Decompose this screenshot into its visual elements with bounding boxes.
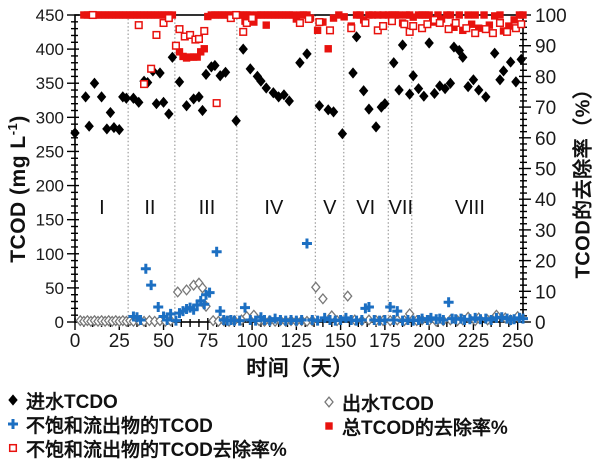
phase-label-IV: IV — [264, 197, 284, 219]
svg-text:40: 40 — [535, 190, 556, 211]
svg-text:200: 200 — [36, 177, 64, 196]
svg-text:20: 20 — [535, 252, 556, 273]
svg-text:70: 70 — [535, 98, 556, 119]
svg-text:175: 175 — [369, 331, 401, 352]
svg-text:50: 50 — [45, 279, 64, 298]
red-filled-square-icon — [325, 422, 333, 430]
svg-text:50: 50 — [153, 331, 174, 352]
legend-label: 进水TCDO — [26, 391, 118, 413]
svg-text:0: 0 — [70, 331, 81, 352]
svg-text:200: 200 — [413, 331, 445, 352]
legend-label: 不饱和流出物的TCOD去除率% — [26, 439, 287, 461]
legend-label: 总TCOD的去除率% — [342, 417, 508, 439]
legend-item-influent-tcod: 进水TCDO — [6, 388, 118, 413]
svg-text:100: 100 — [236, 331, 268, 352]
svg-text:80: 80 — [535, 67, 556, 88]
svg-text:225: 225 — [458, 331, 490, 352]
svg-text:300: 300 — [36, 108, 64, 127]
series-unsat-tcod-removal — [88, 10, 526, 108]
series-unsat-effluent-tcod — [128, 238, 528, 326]
svg-text:30: 30 — [535, 221, 556, 242]
svg-text:250: 250 — [502, 331, 534, 352]
phase-label-VI: VI — [356, 197, 375, 219]
phase-label-III: III — [199, 197, 216, 219]
svg-text:90: 90 — [535, 37, 556, 58]
series-influent-tcod — [70, 31, 526, 140]
phase-label-I: I — [99, 197, 105, 219]
phase-label-II: II — [144, 197, 155, 219]
svg-text:350: 350 — [36, 74, 64, 93]
svg-text:125: 125 — [280, 331, 312, 352]
svg-text:25: 25 — [109, 331, 130, 352]
svg-text:0: 0 — [535, 313, 546, 334]
legend-label: 不饱和流出物的TCOD — [26, 415, 213, 437]
svg-text:0: 0 — [55, 313, 64, 332]
svg-text:10: 10 — [535, 282, 556, 303]
legend-item-total-tcod-removal: 总TCOD的去除率% — [322, 414, 508, 439]
legend-label: 出水TCOD — [342, 393, 434, 415]
phase-label-V: V — [323, 197, 337, 219]
svg-text:50: 50 — [535, 160, 556, 181]
left-axis-title: TCOD (mg L-1) — [5, 115, 30, 263]
grey-open-diamond-icon — [324, 396, 334, 408]
x-axis-title: 时间（天） — [246, 357, 354, 380]
svg-text:100: 100 — [535, 6, 567, 27]
legend-item-unsat-tcod-removal: 不饱和流出物的TCOD去除率% — [6, 436, 287, 461]
phase-label-VII: VII — [389, 197, 413, 219]
legend-item-effluent-tcod: 出水TCOD — [322, 390, 434, 415]
svg-text:150: 150 — [325, 331, 357, 352]
phase-label-VIII: VIII — [455, 197, 485, 219]
red-open-square-icon — [8, 443, 18, 453]
right-axis-title: TCOD的去除率（%） — [572, 78, 595, 279]
svg-text:75: 75 — [197, 331, 218, 352]
black-diamond-icon — [8, 394, 18, 406]
phase-labels: I II III IV V VI VII VIII — [99, 197, 485, 219]
axis-tick-labels: 0 25 50 75 100 125 150 175 200 225 250050100150200… — [36, 6, 567, 352]
svg-text:60: 60 — [535, 129, 556, 150]
legend-item-unsat-effluent-tcod: 不饱和流出物的TCOD — [6, 412, 213, 437]
svg-text:150: 150 — [36, 211, 64, 230]
phase-boundaries — [127, 15, 413, 322]
blue-plus-icon — [8, 419, 18, 429]
svg-text:450: 450 — [36, 6, 64, 25]
svg-text:250: 250 — [36, 142, 64, 161]
svg-text:100: 100 — [36, 245, 64, 264]
svg-text:400: 400 — [36, 40, 64, 59]
